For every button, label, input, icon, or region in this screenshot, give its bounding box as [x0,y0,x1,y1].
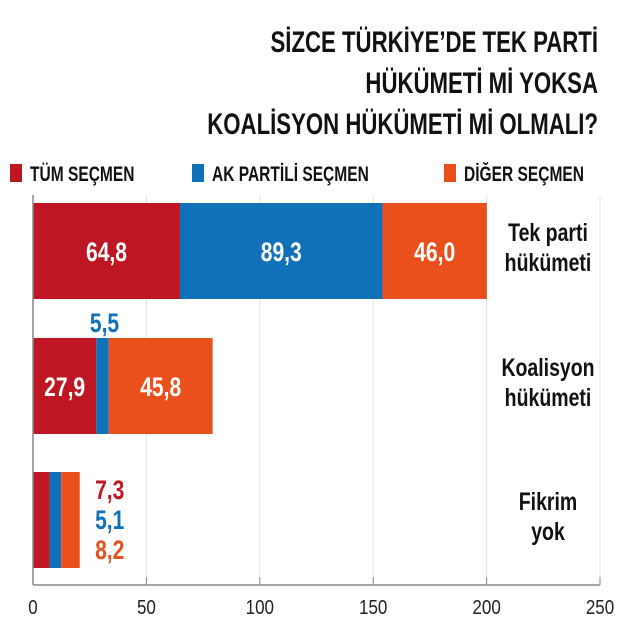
chart-title: SİZCE TÜRKİYE’DE TEK PARTİ HÜKÜMETİ Mİ Y… [207,25,598,141]
category-label: Koalisyon [501,354,594,382]
bar-segment [49,472,62,568]
x-tick-label: 100 [246,596,274,619]
legend-label-diger: DİĞER SEÇMEN [464,162,584,186]
legend-swatch-tum [10,164,22,182]
category-label: hükümeti [505,249,592,277]
x-tick-label: 150 [359,596,387,619]
bar-segment [33,338,97,434]
bar-segment [96,338,109,434]
x-axis: 0 50 100 150 200 250 [28,195,614,618]
legend-label-tum: TÜM SEÇMEN [30,162,134,186]
legend-swatch-diger [444,164,456,182]
x-tick-label: 50 [137,596,156,619]
legend: TÜM SEÇMEN AK PARTİLİ SEÇMEN DİĞER SEÇME… [10,162,584,186]
data-label: 5,1 [95,506,124,536]
bar-segment [33,472,50,568]
legend-label-akp: AK PARTİLİ SEÇMEN [212,162,369,186]
data-label: 89,3 [261,238,302,268]
data-label: 45,8 [140,373,181,403]
data-label: 27,9 [44,373,85,403]
x-tick-label: 200 [472,596,500,619]
data-label: 46,0 [414,238,455,268]
category-label: hükümeti [505,384,592,412]
data-label: 7,3 [95,476,124,506]
category-label: Tek parti [508,219,588,247]
title-line-2: HÜKÜMETİ Mİ YOKSA [365,66,598,100]
legend-swatch-akp [192,164,204,182]
bar-segment [179,203,383,299]
data-label: 64,8 [86,238,127,268]
bar-segment [61,472,80,568]
x-tick-label: 0 [28,596,37,619]
bar-segment [33,203,180,299]
bar-segment [108,338,213,434]
data-label: 5,5 [90,309,119,339]
data-label: 8,2 [95,536,124,566]
title-line-1: SİZCE TÜRKİYE’DE TEK PARTİ [270,25,598,59]
title-line-3: KOALİSYON HÜKÜMETİ Mİ OLMALI? [207,107,598,141]
category-label: yok [531,518,565,546]
x-tick-label: 250 [586,596,614,619]
bar-segment [382,203,487,299]
category-label: Fikrim [519,488,577,516]
